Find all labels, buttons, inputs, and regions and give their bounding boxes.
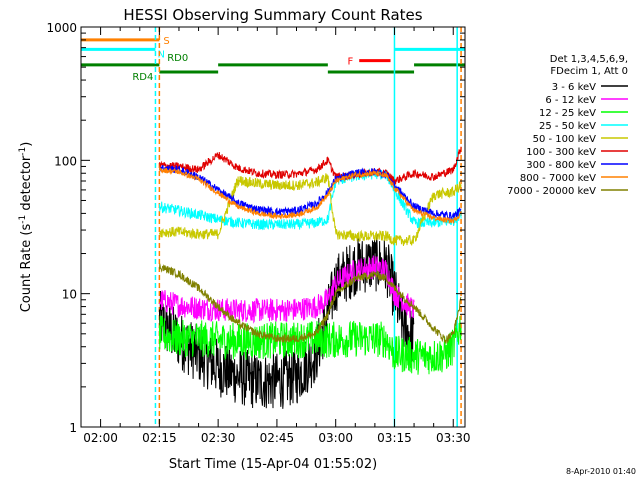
- y-axis-label: Count Rate (s-1 detector-1): [18, 142, 34, 313]
- series-line: [158, 263, 462, 344]
- x-tick-label: 03:15: [377, 431, 412, 445]
- flag-bars: SN F RD0 RD4: [81, 36, 465, 83]
- x-tick-label: 03:30: [436, 431, 471, 445]
- legend-entry-label: 3 - 6 keV: [552, 82, 596, 93]
- chart-title: HESSI Observing Summary Count Rates: [123, 6, 422, 24]
- series-line: [158, 165, 462, 222]
- legend-entry-label: 50 - 100 keV: [533, 134, 597, 145]
- x-tick-label: 03:00: [318, 431, 353, 445]
- legend-entry-label: 6 - 12 keV: [545, 95, 596, 106]
- vertical-markers: [154, 27, 462, 427]
- legend: Det 1,3,4,5,6,9,FDecim 1, Att 0 3 - 6 keV…: [507, 54, 628, 197]
- series-lines: [158, 146, 462, 409]
- flag-label-n: N: [157, 49, 164, 60]
- legend-entry-label: 300 - 800 keV: [526, 160, 596, 171]
- axes: 02:00 02:15 02:30 02:45 03:00 03:15 03:30 1 10 10…: [46, 21, 470, 445]
- legend-entry-label: 25 - 50 keV: [539, 121, 596, 132]
- flag-label-rd4: RD4: [132, 72, 153, 83]
- series-line: [158, 167, 462, 224]
- series-line: [159, 255, 415, 324]
- x-tick-label: 02:45: [260, 431, 295, 445]
- legend-entry-label: 12 - 25 keV: [539, 108, 596, 119]
- legend-entry-label: 7000 - 20000 keV: [507, 186, 596, 197]
- x-tick-label: 02:30: [201, 431, 236, 445]
- flag-label-rd0: RD0: [167, 53, 188, 64]
- legend-header: FDecim 1, Att 0: [550, 66, 628, 77]
- footer-timestamp: 8-Apr-2010 01:40: [566, 467, 636, 476]
- y-tick-label: 10: [62, 288, 77, 302]
- series-line: [158, 146, 462, 185]
- legend-header: Det 1,3,4,5,6,9,: [550, 54, 628, 65]
- y-tick-label: 100: [54, 154, 77, 168]
- x-axis-label: Start Time (15-Apr-04 01:55:02): [169, 457, 377, 472]
- y-tick-label: 1: [69, 421, 77, 435]
- y-tick-label: 1000: [46, 21, 77, 35]
- x-tick-label: 02:15: [142, 431, 177, 445]
- series-line: [158, 173, 462, 246]
- series-line: [158, 167, 462, 231]
- flag-label-f: F: [347, 57, 353, 68]
- plot-frame: [80, 26, 466, 428]
- x-tick-label: 02:00: [83, 431, 118, 445]
- flag-label-s: S: [163, 36, 169, 47]
- legend-entry-label: 800 - 7000 keV: [520, 173, 596, 184]
- legend-entry-label: 100 - 300 keV: [526, 147, 596, 158]
